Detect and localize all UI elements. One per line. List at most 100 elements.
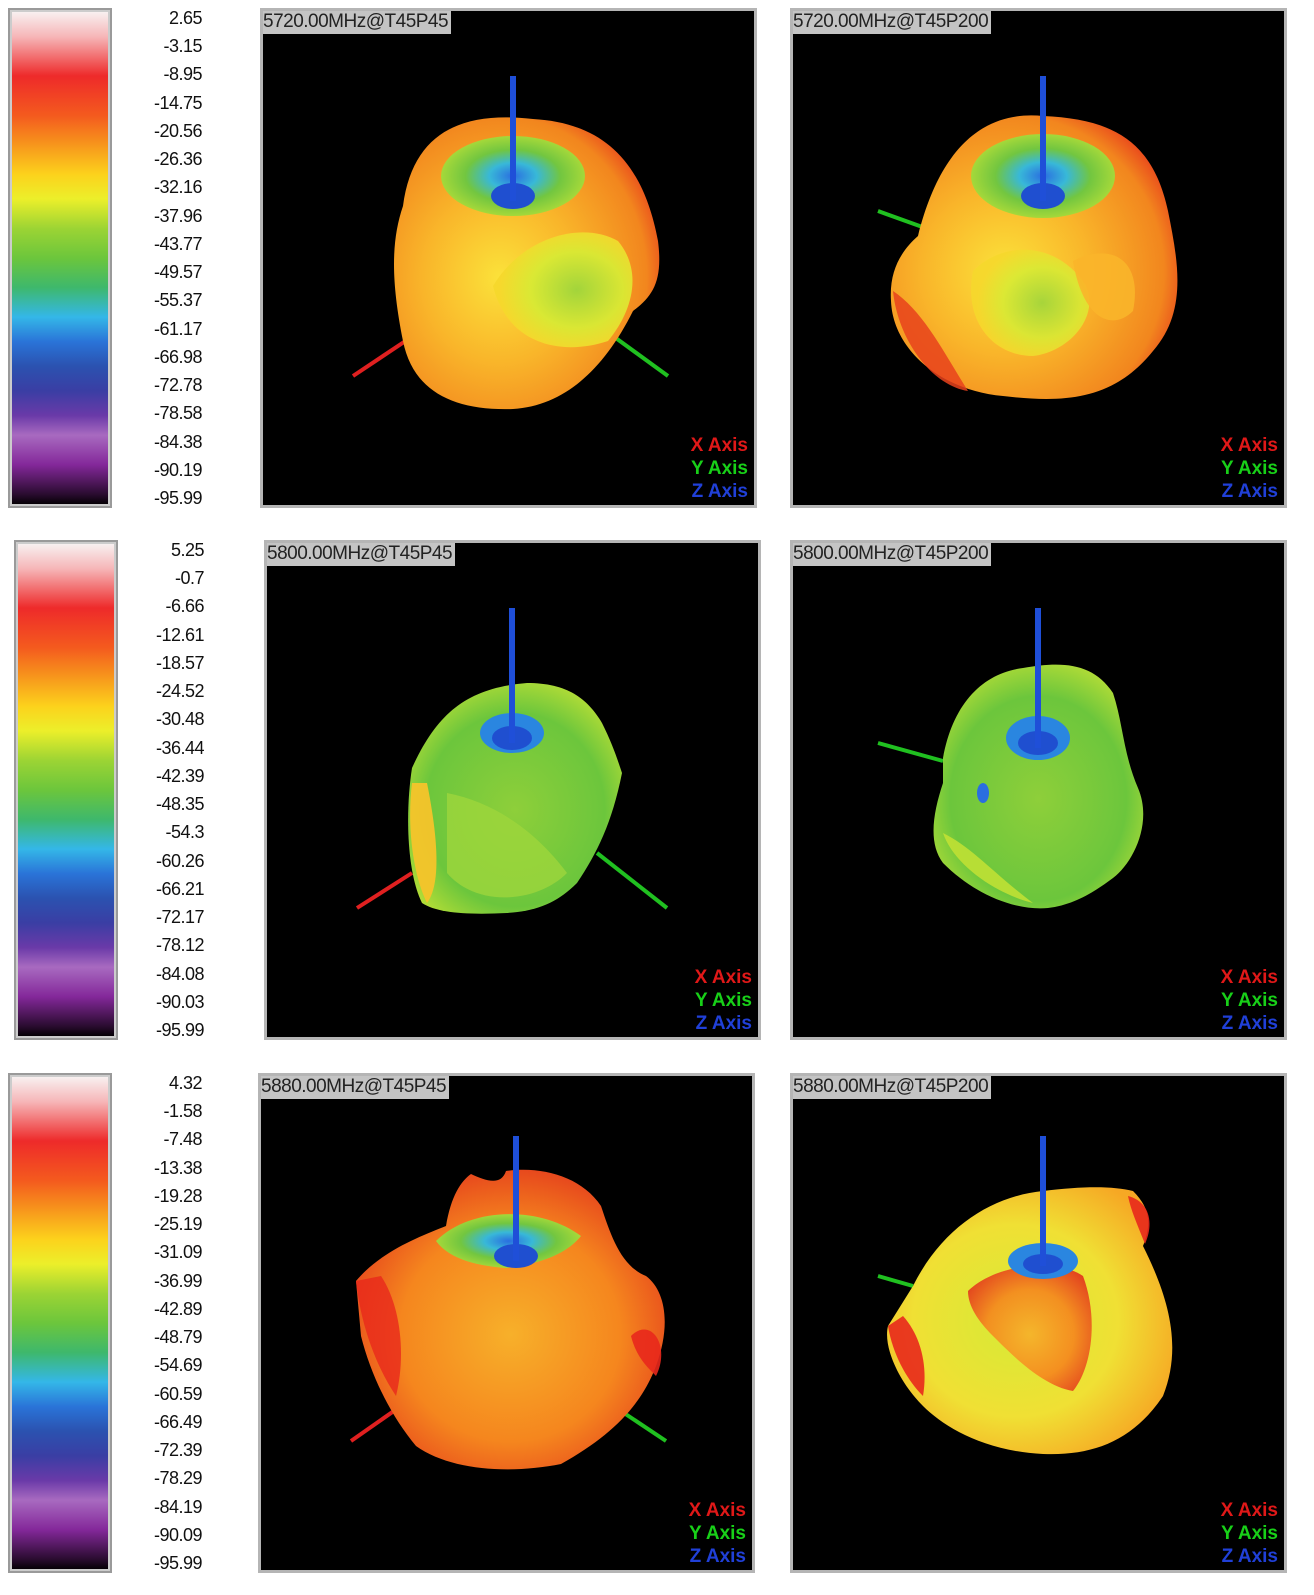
scale-tick-label: -60.59 <box>153 1383 203 1404</box>
scale-tick-label: -84.38 <box>153 431 203 452</box>
z-axis-legend: Z Axis <box>691 481 748 502</box>
pattern-3d-view <box>355 608 669 914</box>
color-gradient <box>12 12 108 504</box>
pattern-row-1: 2.65 -3.15 -8.95 -14.75 -20.56 -26.36 -32.16 -3… <box>0 8 1314 528</box>
axis-legend: X Axis Y Axis Z Axis <box>1221 434 1278 503</box>
scale-tick-label: -95.99 <box>155 1020 205 1040</box>
scale-tick-label: -66.21 <box>155 878 205 899</box>
y-axis-line <box>619 1409 668 1443</box>
scale-tick-label: -90.03 <box>155 991 205 1012</box>
scale-tick-label: 4.32 <box>168 1073 203 1093</box>
scale-tick-label: -25.19 <box>153 1214 203 1235</box>
z-axis-legend: Z Axis <box>689 1546 746 1567</box>
color-gradient <box>18 544 114 1036</box>
scale-tick-label: -60.26 <box>155 850 205 871</box>
y-axis-line <box>877 741 944 763</box>
x-axis-legend: X Axis <box>694 967 752 988</box>
x-axis-line <box>351 334 415 378</box>
scale-tick-label: -32.16 <box>153 177 203 198</box>
pattern-body <box>933 664 1144 909</box>
radiation-pattern-panel[interactable]: 5800.00MHz@T45P45 X Axis Y Axis Z Axis <box>264 540 761 1040</box>
scale-tick-label: -48.79 <box>153 1327 203 1348</box>
pattern-3d-view <box>349 1136 668 1470</box>
pattern-3d-view <box>877 1136 1173 1455</box>
y-axis-line <box>877 1274 914 1288</box>
radiation-pattern-panel[interactable]: 5720.00MHz@T45P200 X Axis Y Axis Z Axis <box>790 8 1287 508</box>
scale-tick-label: -31.09 <box>153 1242 203 1263</box>
z-axis-legend: Z Axis <box>1221 1013 1278 1034</box>
z-axis-legend: Z Axis <box>695 1013 752 1034</box>
scale-tick-label: -6.66 <box>165 596 204 617</box>
axis-legend: X Axis Y Axis Z Axis <box>1221 966 1278 1035</box>
z-axis-legend: Z Axis <box>1221 1546 1278 1567</box>
axis-legend: X Axis Y Axis Z Axis <box>695 966 752 1035</box>
scale-tick-label: -78.58 <box>153 403 203 424</box>
y-axis-legend: Y Axis <box>1220 990 1278 1011</box>
color-scale-ticks: 4.32 -1.58 -7.48 -13.38 -19.28 -25.19 -31.09 -3… <box>122 1073 203 1573</box>
x-axis-legend: X Axis <box>1220 435 1278 456</box>
scale-tick-label: -48.35 <box>155 794 205 815</box>
scale-tick-label: -49.57 <box>153 262 203 283</box>
panel-label: 5800.00MHz@T45P45 <box>267 543 456 566</box>
pattern-3d-view <box>351 76 670 410</box>
panel-label: 5720.00MHz@T45P200 <box>793 11 992 34</box>
scale-tick-label: -43.77 <box>153 233 203 254</box>
scale-tick-label: -26.36 <box>153 149 203 170</box>
y-axis-line <box>611 334 670 378</box>
x-axis-legend: X Axis <box>1220 967 1278 988</box>
y-axis-legend: Y Axis <box>1220 458 1278 479</box>
x-axis-line <box>355 871 414 910</box>
scale-tick-label: -14.75 <box>153 92 203 113</box>
z-axis-legend: Z Axis <box>1221 481 1278 502</box>
scale-tick-label: -95.99 <box>153 488 203 508</box>
color-scale-bar <box>8 8 112 508</box>
scale-tick-label: -66.98 <box>153 346 203 367</box>
scale-tick-label: -90.19 <box>153 459 203 480</box>
scale-tick-label: -12.61 <box>155 624 205 645</box>
scale-tick-label: -8.95 <box>163 64 202 85</box>
scale-tick-label: -30.48 <box>155 709 205 730</box>
panel-label: 5720.00MHz@T45P45 <box>263 11 452 34</box>
radiation-pattern-panel[interactable]: 5880.00MHz@T45P200 X Axis Y Axis Z Axis <box>790 1073 1287 1573</box>
scale-tick-label: -0.7 <box>174 568 205 589</box>
color-gradient <box>12 1077 108 1569</box>
panel-label: 5880.00MHz@T45P200 <box>793 1076 992 1099</box>
scale-tick-label: -36.99 <box>153 1270 203 1291</box>
scale-tick-label: -72.78 <box>153 375 203 396</box>
scale-tick-label: -95.99 <box>153 1553 203 1573</box>
scale-tick-label: -78.29 <box>153 1468 203 1489</box>
color-scale-bar <box>8 1073 112 1573</box>
scale-tick-label: -37.96 <box>153 205 203 226</box>
scale-tick-label: -84.19 <box>153 1496 203 1517</box>
scale-tick-label: -84.08 <box>155 963 205 984</box>
y-axis-legend: Y Axis <box>1220 1523 1278 1544</box>
scale-tick-label: -18.57 <box>155 652 205 673</box>
axis-legend: X Axis Y Axis Z Axis <box>691 434 748 503</box>
pattern-3d-view <box>877 608 1144 909</box>
scale-tick-label: -72.17 <box>155 907 205 928</box>
scale-tick-label: -42.89 <box>153 1298 203 1319</box>
scale-tick-label: -3.15 <box>163 36 202 57</box>
y-axis-legend: Y Axis <box>688 1523 746 1544</box>
scale-tick-label: -19.28 <box>153 1185 203 1206</box>
radiation-pattern-panel[interactable]: 5720.00MHz@T45P45 X Axis Y Axis Z Axis <box>260 8 757 508</box>
pattern-body <box>356 1169 665 1470</box>
color-scale-ticks: 5.25 -0.7 -6.66 -12.61 -18.57 -24.52 -30.48 -36… <box>124 540 205 1040</box>
radiation-pattern-panel[interactable]: 5880.00MHz@T45P45 X Axis Y Axis Z Axis <box>258 1073 755 1573</box>
y-axis-legend: Y Axis <box>690 458 748 479</box>
color-scale-bar <box>14 540 118 1040</box>
scale-tick-label: -20.56 <box>153 120 203 141</box>
pattern-3d-view <box>877 76 1178 399</box>
scale-tick-label: -42.39 <box>155 765 205 786</box>
pattern-row-3: 4.32 -1.58 -7.48 -13.38 -19.28 -25.19 -31.09 -3… <box>0 1073 1314 1593</box>
scale-tick-label: -54.69 <box>153 1355 203 1376</box>
scale-tick-label: -66.49 <box>153 1411 203 1432</box>
scale-tick-label: -72.39 <box>153 1440 203 1461</box>
axis-legend: X Axis Y Axis Z Axis <box>1221 1499 1278 1568</box>
scale-tick-label: 5.25 <box>170 540 205 560</box>
color-scale-ticks: 2.65 -3.15 -8.95 -14.75 -20.56 -26.36 -32.16 -3… <box>122 8 203 508</box>
scale-tick-label: -7.48 <box>163 1129 202 1150</box>
scale-tick-label: -90.09 <box>153 1524 203 1545</box>
axis-legend: X Axis Y Axis Z Axis <box>689 1499 746 1568</box>
radiation-pattern-panel[interactable]: 5800.00MHz@T45P200 X Axis Y Axis Z Axis <box>790 540 1287 1040</box>
